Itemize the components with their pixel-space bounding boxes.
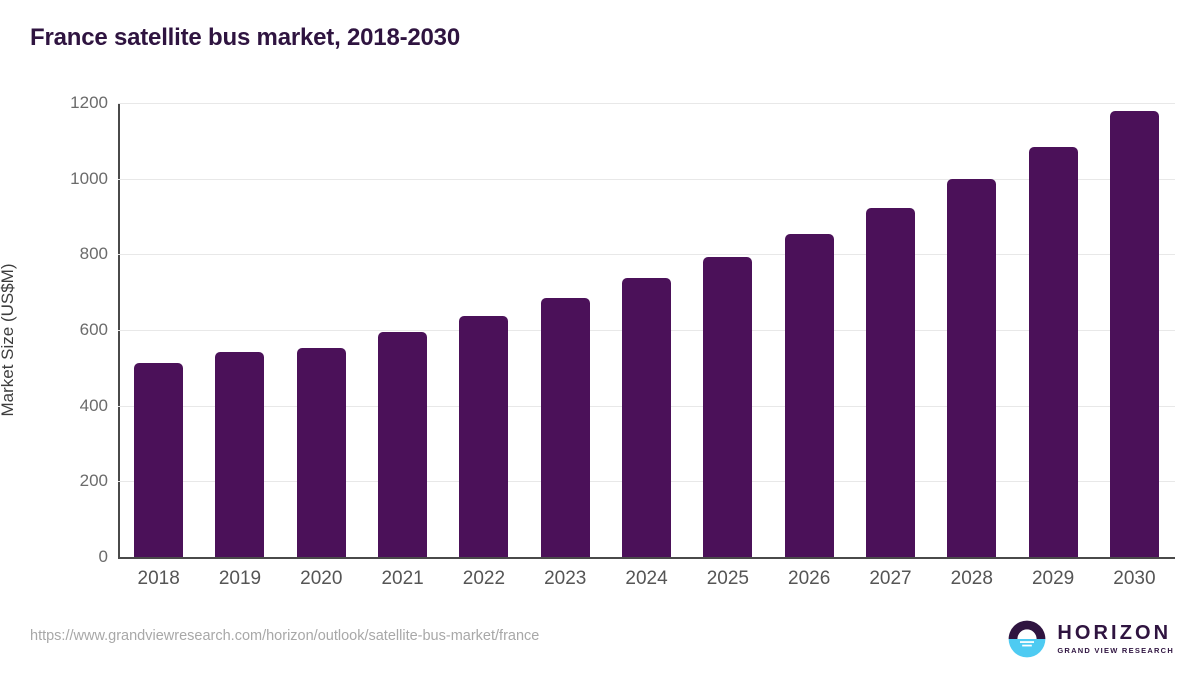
gridline-1200 bbox=[118, 103, 1175, 104]
x-tick-label-2021: 2021 bbox=[381, 568, 424, 589]
bar-slot bbox=[1012, 103, 1093, 557]
bar-2026[interactable] bbox=[784, 234, 834, 557]
x-tick-label-2027: 2027 bbox=[869, 568, 912, 589]
x-tick-label-2023: 2023 bbox=[544, 568, 587, 589]
bar-slot bbox=[769, 103, 850, 557]
bar-slot bbox=[443, 103, 524, 557]
horizon-logo-icon bbox=[1008, 620, 1046, 658]
x-tick-label-2030: 2030 bbox=[1113, 568, 1156, 589]
bar-2024[interactable] bbox=[622, 278, 672, 557]
y-tick-label: 800 bbox=[79, 244, 108, 264]
x-tick-label-2019: 2019 bbox=[218, 568, 262, 589]
bar-2020[interactable] bbox=[296, 347, 346, 557]
y-tick-label: 200 bbox=[79, 471, 108, 491]
y-tick-label: 1200 bbox=[70, 93, 108, 112]
x-tick-label-2022: 2022 bbox=[462, 568, 506, 589]
bar-slot bbox=[687, 103, 768, 557]
y-tick-label: 600 bbox=[79, 320, 108, 339]
bar-2028[interactable] bbox=[947, 179, 997, 557]
gridline-1000 bbox=[118, 178, 1175, 180]
x-tick-label-2025: 2025 bbox=[706, 568, 749, 589]
bar-2025[interactable] bbox=[703, 256, 753, 557]
plot-area bbox=[118, 103, 1175, 559]
gridline-0 bbox=[118, 557, 1175, 559]
gridline-800 bbox=[118, 254, 1175, 256]
bar-slot bbox=[1094, 103, 1175, 557]
bar-2018[interactable] bbox=[134, 362, 184, 557]
page-title: France satellite bus market, 2018-2030 bbox=[30, 24, 460, 51]
bar-2022[interactable] bbox=[459, 316, 509, 557]
bar-slot bbox=[281, 103, 362, 557]
bar-2019[interactable] bbox=[215, 351, 265, 557]
x-tick-label-2018: 2018 bbox=[137, 568, 180, 589]
x-tick-label-2020: 2020 bbox=[300, 568, 343, 589]
y-tick-label: 400 bbox=[79, 395, 108, 415]
bar-2027[interactable] bbox=[865, 208, 915, 557]
x-axis-tick-labels: 2018 2019 2020 2021 2022 2023 2024 2025 2026 2027… bbox=[118, 568, 1175, 590]
x-tick-label-2028: 2028 bbox=[950, 568, 993, 589]
bar-2021[interactable] bbox=[378, 331, 428, 557]
horizon-logo-text: HORIZON GRAND VIEW RESEARCH bbox=[1057, 623, 1174, 655]
bar-slot bbox=[118, 103, 199, 557]
bar-slot bbox=[362, 103, 443, 557]
bar-2030[interactable] bbox=[1109, 111, 1159, 557]
y-tick-label: 0 bbox=[98, 547, 108, 566]
horizon-logo-subtitle: GRAND VIEW RESEARCH bbox=[1057, 646, 1174, 656]
horizon-logo: HORIZON GRAND VIEW RESEARCH bbox=[1006, 618, 1174, 660]
bar-slot bbox=[525, 103, 606, 557]
bar-2023[interactable] bbox=[540, 298, 590, 557]
bar-series bbox=[118, 103, 1175, 557]
bar-slot bbox=[606, 103, 687, 557]
source-url[interactable]: https://www.grandviewresearch.com/horizo… bbox=[30, 628, 540, 644]
bar-slot bbox=[931, 103, 1012, 557]
y-axis-title: Market Size (US$M) bbox=[0, 263, 17, 417]
bar-slot bbox=[850, 103, 931, 557]
bar-2029[interactable] bbox=[1028, 147, 1078, 557]
y-tick-label: 1000 bbox=[70, 168, 108, 188]
y-axis-tick-labels: 0 200 400 600 800 1000 1200 bbox=[0, 0, 108, 566]
x-tick-label-2024: 2024 bbox=[625, 568, 668, 589]
x-tick-label-2029: 2029 bbox=[1031, 568, 1075, 589]
bar-slot bbox=[199, 103, 280, 557]
horizon-logo-word: HORIZON bbox=[1057, 622, 1172, 645]
x-tick-label-2026: 2026 bbox=[788, 568, 831, 589]
